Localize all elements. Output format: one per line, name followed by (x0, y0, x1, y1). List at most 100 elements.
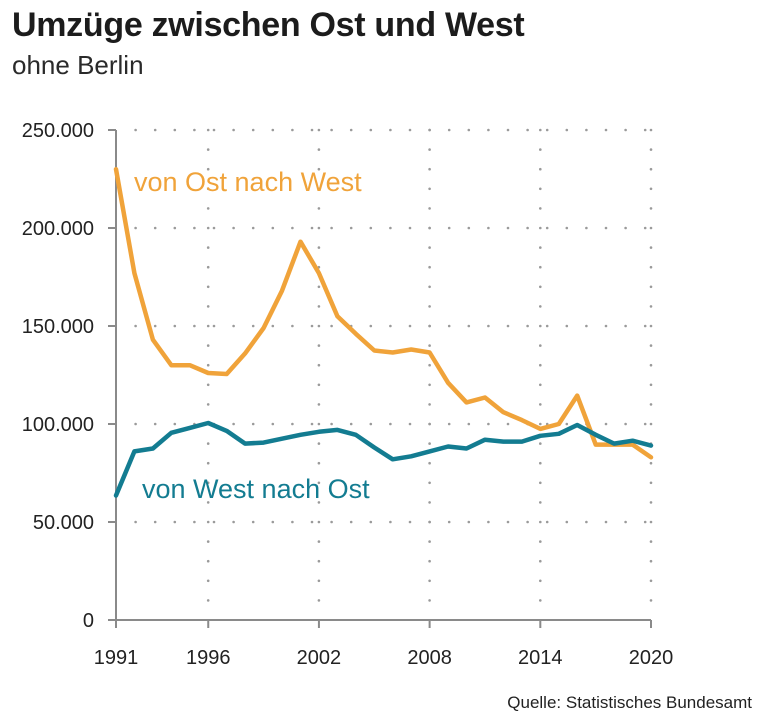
grid-dot (349, 226, 353, 230)
grid-dot (317, 501, 321, 504)
grid-dot (649, 344, 653, 347)
grid-dot (649, 265, 653, 269)
grid-dot (604, 520, 608, 524)
grid-dot (539, 344, 542, 347)
grid-dot (428, 599, 431, 602)
grid-dot (193, 520, 196, 524)
grid-dot (206, 265, 210, 269)
grid-dot (539, 599, 542, 602)
grid-dot (487, 226, 490, 230)
grid-dot (428, 520, 431, 524)
grid-dot (212, 520, 216, 524)
grid-dot (604, 422, 608, 426)
grid-dot (389, 128, 392, 132)
grid-dot (291, 324, 294, 328)
grid-dot (330, 422, 333, 426)
grid-dot (232, 520, 235, 524)
grid-dot (389, 324, 392, 328)
grid-dot (206, 285, 210, 289)
grid-dot (317, 148, 321, 151)
grid-dot (206, 481, 210, 485)
grid-dot (369, 324, 373, 328)
grid-dot (649, 422, 653, 426)
grid-dot (649, 403, 653, 406)
grid-dot (330, 324, 333, 328)
grid-dot (291, 128, 294, 132)
grid-dot (310, 520, 314, 524)
axes (108, 129, 652, 628)
grid-dot (173, 422, 177, 426)
grid-dot (539, 461, 542, 465)
grid-dot (317, 579, 321, 583)
y-tick-label: 100.000 (22, 414, 94, 436)
grid-dot (447, 422, 451, 426)
grid-dot (539, 246, 542, 249)
grid-dot (310, 422, 314, 426)
grid-dot (317, 559, 321, 563)
grid-dot (545, 520, 549, 524)
grid-dot (206, 246, 210, 249)
grid-dot (291, 520, 294, 524)
grid-dot (317, 461, 321, 465)
grid-dots (134, 128, 653, 602)
grid-dot (565, 422, 569, 426)
grid-dot (649, 481, 653, 485)
grid-dot (206, 579, 210, 583)
grid-dot (565, 226, 569, 230)
grid-dot (526, 226, 529, 230)
grid-dot (428, 540, 431, 543)
grid-dot (487, 128, 490, 132)
grid-dot (389, 520, 392, 524)
grid-dot (447, 128, 451, 132)
grid-dot (232, 128, 235, 132)
grid-dot (232, 324, 235, 328)
grid-dot (212, 226, 216, 230)
grid-dot (545, 324, 549, 328)
grid-dot (539, 520, 542, 524)
grid-dot (317, 363, 321, 367)
grid-dot (134, 128, 137, 132)
grid-dot (428, 501, 431, 504)
series-lines (113, 166, 654, 498)
grid-dot (271, 422, 275, 426)
grid-dot (251, 324, 255, 328)
grid-dot (428, 383, 431, 387)
grid-dot (649, 559, 653, 563)
grid-dot (539, 305, 542, 308)
grid-dot (604, 226, 608, 230)
grid-dot (539, 442, 542, 445)
grid-dot (649, 187, 653, 191)
grid-dot (134, 226, 137, 230)
x-tick-label: 2008 (407, 647, 452, 669)
grid-dot (369, 422, 373, 426)
grid-dot (206, 305, 210, 308)
grid-dot (212, 128, 216, 132)
y-tick-label: 200.000 (22, 218, 94, 240)
grid-dot (428, 128, 431, 132)
grid-dot (206, 187, 210, 191)
grid-dot (539, 579, 542, 583)
grid-dot (649, 540, 653, 543)
grid-dot (317, 344, 321, 347)
x-tick-label: 1996 (186, 647, 231, 669)
grid-dot (565, 324, 569, 328)
grid-dot (487, 422, 490, 426)
grid-dot (428, 246, 431, 249)
grid-dot (526, 520, 529, 524)
grid-dot (271, 128, 275, 132)
grid-dot (206, 344, 210, 347)
grid-dot (604, 128, 608, 132)
grid-dot (624, 520, 627, 524)
grid-dot (539, 207, 542, 210)
grid-dot (428, 324, 431, 328)
grid-dot (310, 226, 314, 230)
grid-dot (389, 226, 392, 230)
grid-dot (585, 128, 588, 132)
grid-dot (649, 246, 653, 249)
grid-dot (649, 305, 653, 308)
grid-dot (649, 599, 653, 602)
grid-dot (317, 187, 321, 191)
grid-dot (643, 226, 647, 230)
grid-dot (539, 540, 542, 543)
